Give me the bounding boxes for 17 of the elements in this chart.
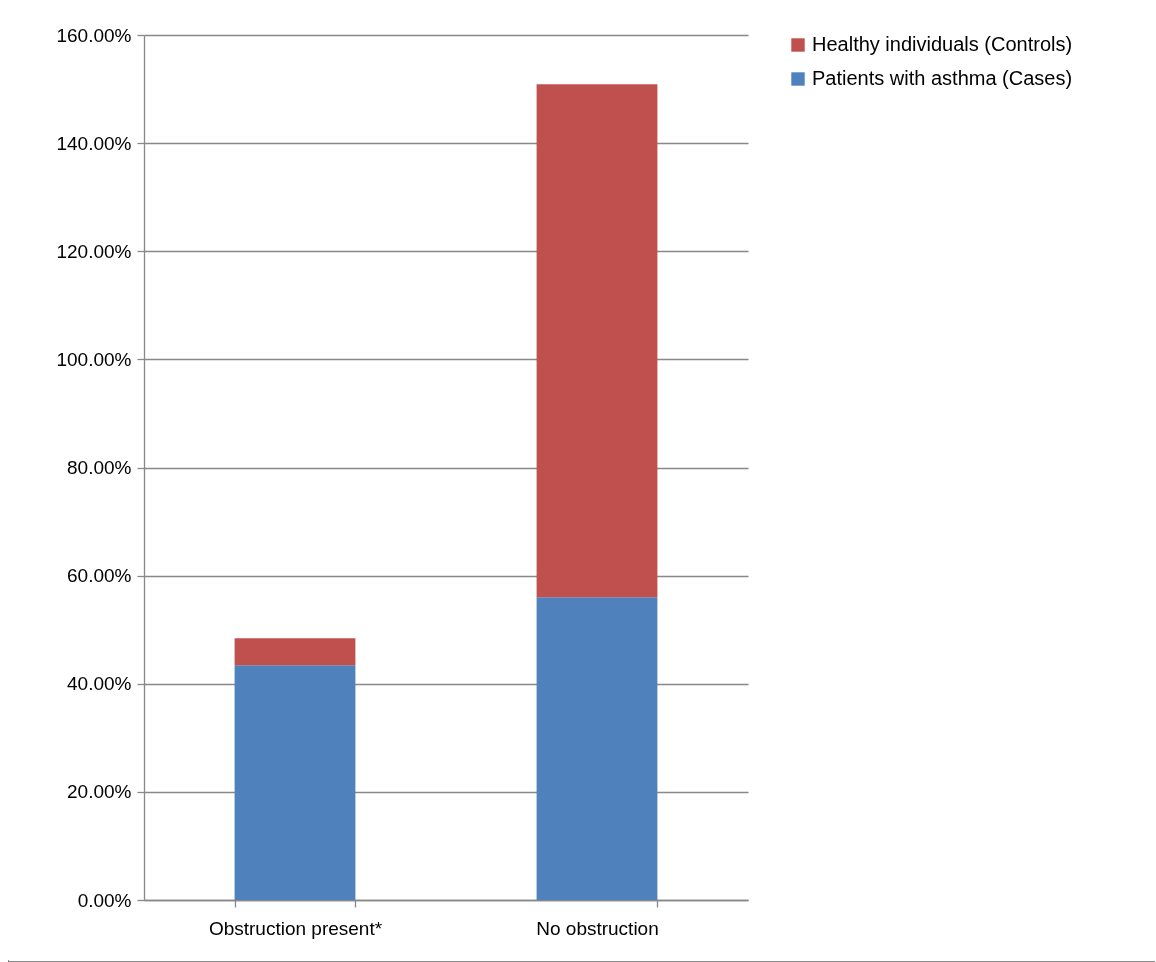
y-tick-label: 0.00% [77, 889, 132, 911]
bar [234, 665, 356, 900]
bar [536, 84, 658, 598]
y-tick-label: 20.00% [67, 781, 132, 803]
legend-label: Healthy individuals (Controls) [812, 33, 1073, 55]
y-tick-label: 60.00% [67, 565, 132, 587]
legend-label: Patients with asthma (Cases) [812, 67, 1073, 89]
y-tick-label: 100.00% [56, 348, 132, 370]
y-tick-label: 140.00% [56, 132, 132, 154]
y-tick-label: 40.00% [67, 673, 132, 695]
y-tick-label: 160.00% [56, 24, 132, 46]
x-tick-label: Obstruction present* [208, 917, 383, 939]
x-tick-label: No obstruction [536, 917, 659, 939]
y-tick-label: 80.00% [67, 457, 132, 478]
y-tick-label: 120.00% [56, 240, 132, 262]
bar [234, 638, 356, 666]
bar [536, 597, 658, 900]
